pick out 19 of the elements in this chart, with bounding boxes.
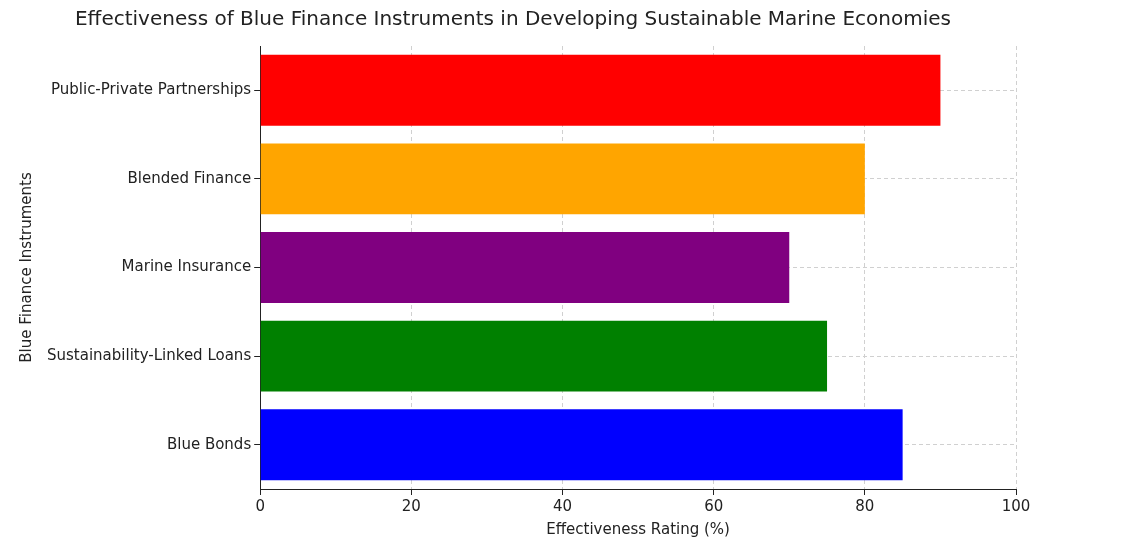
bar [260,320,828,392]
x-tick-label: 100 [1001,496,1031,515]
x-tick-label: 20 [401,496,421,515]
y-tick-label: Marine Insurance [121,257,252,276]
y-tick-label: Public-Private Partnerships [50,80,252,99]
y-axis-title: Blue Finance Instruments [16,172,35,363]
chart-title: Effectiveness of Blue Finance Instruments in Developing Sustainable Marine Economies [74,6,952,31]
bar [260,54,941,126]
y-tick-label: Blue Bonds [166,434,252,453]
x-axis-title: Effectiveness Rating (%) [546,519,730,538]
bar [260,409,903,481]
x-tick-label: 60 [704,496,724,515]
bar [260,232,790,303]
y-tick-label: Blended Finance [127,168,252,187]
x-tick-label: 80 [855,496,875,515]
y-tick-label: Sustainability-Linked Loans [47,345,252,364]
bar [260,143,865,215]
x-tick-label: 0 [255,496,265,515]
x-tick-label: 40 [552,496,573,515]
